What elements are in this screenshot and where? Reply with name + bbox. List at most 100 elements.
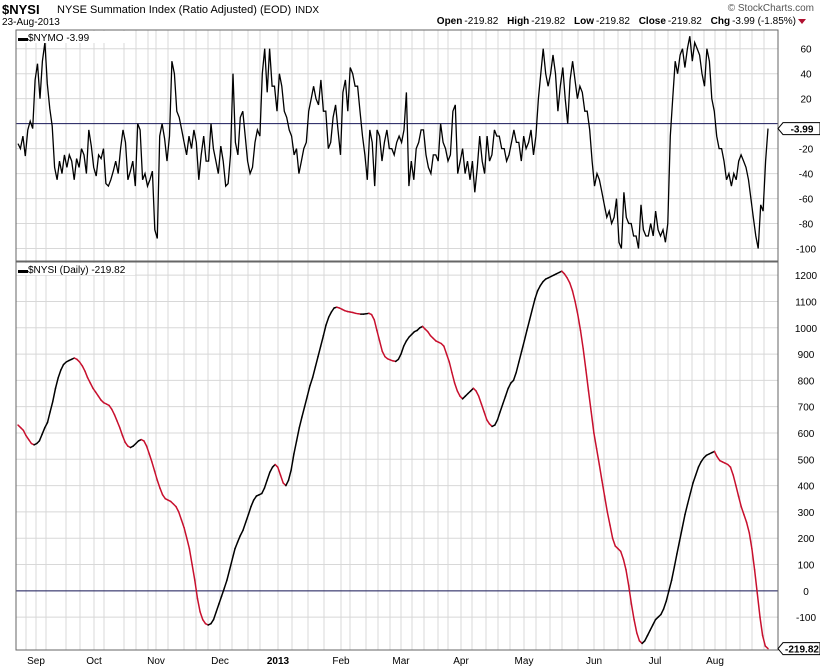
nysi-series-segment: [587, 390, 592, 413]
nysi-series-segment: [54, 376, 59, 390]
nysi-series-segment: [234, 541, 239, 550]
nysi-series-segment: [261, 487, 266, 495]
nysi-series-segment: [756, 592, 761, 618]
nysi-series-segment: [716, 455, 721, 462]
nysi-panel-title: ▬$NYSI (Daily) -219.82: [18, 265, 126, 276]
x-tick-label: Jul: [649, 656, 662, 667]
nymo-ytick-label: -80: [799, 220, 814, 231]
nysi-series-segment: [156, 479, 161, 489]
nymo-ytick-label: -40: [799, 170, 814, 181]
nysi-series-segment: [57, 369, 62, 379]
nysi-series-segment: [697, 461, 702, 468]
nysi-ytick-label: 0: [803, 587, 809, 598]
nysi-series-segment: [116, 420, 121, 429]
nysi-series-segment: [194, 579, 199, 600]
nysi-series-segment: [159, 487, 164, 496]
chart-header: $NYSI NYSE Summation Index (Ratio Adjust…: [0, 0, 820, 30]
nysi-series-segment: [319, 334, 325, 347]
x-tick-label: Dec: [211, 656, 229, 667]
nysi-series-segment: [670, 566, 676, 582]
nysi-series-segment: [644, 634, 649, 642]
nysi-series-segment: [373, 319, 378, 332]
nysi-series-segment: [665, 590, 670, 603]
nysi-series-segment: [590, 411, 595, 434]
nysi-series-segment: [526, 319, 531, 332]
x-tick-label: Apr: [453, 656, 469, 667]
nysi-series-segment: [199, 611, 204, 621]
nysi-ytick-label: 600: [798, 429, 815, 440]
nysi-series-segment: [327, 311, 333, 318]
nysi-series-segment: [689, 482, 694, 495]
nysi-series-segment: [453, 382, 459, 392]
nysi-series-segment: [151, 461, 156, 472]
nysi-series-segment: [504, 387, 509, 397]
nysi-series-segment: [427, 330, 432, 337]
x-tick-label: Sep: [27, 656, 45, 667]
nysi-series-segment: [585, 369, 590, 392]
chg-value: -3.99 (-1.85%): [732, 16, 796, 27]
nysi-series-segment: [317, 345, 322, 358]
nysi-series-segment: [38, 433, 43, 442]
nysi-series-segment: [593, 432, 598, 450]
nysi-series-segment: [684, 503, 689, 516]
nysi-series-segment: [81, 365, 86, 372]
nysi-series-segment: [601, 479, 606, 497]
nysi-series-segment: [49, 400, 54, 413]
nysi-series-segment: [692, 474, 697, 484]
quote-date: 23-Aug-2013: [2, 17, 60, 28]
nysi-series-segment: [263, 479, 268, 489]
nysi-series-segment: [646, 629, 651, 637]
nysi-series-segment: [405, 336, 410, 342]
nysi-series-segment: [25, 434, 30, 441]
nysi-series-segment: [121, 434, 126, 443]
nysi-series-segment: [764, 645, 769, 650]
nysi-series-segment: [603, 495, 609, 513]
nysi-series-segment: [582, 348, 587, 371]
nysi-series-segment: [713, 450, 718, 458]
nysi-series-segment: [502, 395, 507, 405]
nysi-series-segment: [753, 569, 759, 595]
nysi-series-segment: [97, 395, 102, 401]
nysi-series-segment: [494, 419, 499, 426]
nysi-series-segment: [507, 382, 512, 390]
nysi-series-segment: [44, 421, 49, 429]
nysi-series-segment: [247, 505, 252, 516]
nysi-series-segment: [636, 632, 641, 642]
nysi-series-segment: [153, 470, 159, 482]
symbol-label: $NYSI: [2, 2, 40, 17]
nysi-series-segment: [681, 513, 686, 529]
nysi-series-segment: [563, 273, 568, 279]
nymo-ytick-label: 60: [800, 45, 812, 56]
nysi-series-segment: [678, 526, 684, 542]
nysi-series-segment: [475, 390, 480, 397]
nysi-series-segment: [177, 511, 183, 521]
high-label: High: [507, 16, 530, 27]
nysi-series-segment: [306, 384, 311, 397]
nysi-series-segment: [236, 534, 242, 543]
close-label: Close: [638, 16, 666, 27]
nysi-series-segment: [518, 350, 523, 363]
nysi-series-segment: [577, 313, 582, 332]
nysi-series-segment: [27, 438, 33, 445]
nysi-series-segment: [539, 280, 544, 287]
nysi-series-segment: [630, 603, 635, 621]
nysi-series-segment: [293, 440, 298, 455]
open-value: -219.82: [464, 16, 499, 27]
nysi-series-segment: [486, 419, 491, 425]
nysi-series-segment: [748, 532, 753, 550]
nymo-title-bg: [17, 31, 135, 43]
nysi-series-segment: [448, 361, 453, 374]
nysi-series-segment: [528, 308, 534, 321]
nysi-series-segment: [761, 634, 767, 647]
nysi-series-segment: [579, 329, 584, 350]
nymo-ytick-label: -20: [799, 145, 814, 156]
nysi-ytick-label: -100: [796, 613, 816, 624]
nysi-series-segment: [298, 416, 303, 429]
nysi-series-segment: [252, 495, 258, 501]
nysi-series-segment: [571, 290, 576, 303]
nysi-series-segment: [218, 595, 223, 605]
nysi-series-segment: [376, 329, 381, 342]
nysi-series-segment: [694, 466, 700, 476]
nysi-series-segment: [619, 550, 625, 560]
open-label: Open: [436, 16, 463, 27]
